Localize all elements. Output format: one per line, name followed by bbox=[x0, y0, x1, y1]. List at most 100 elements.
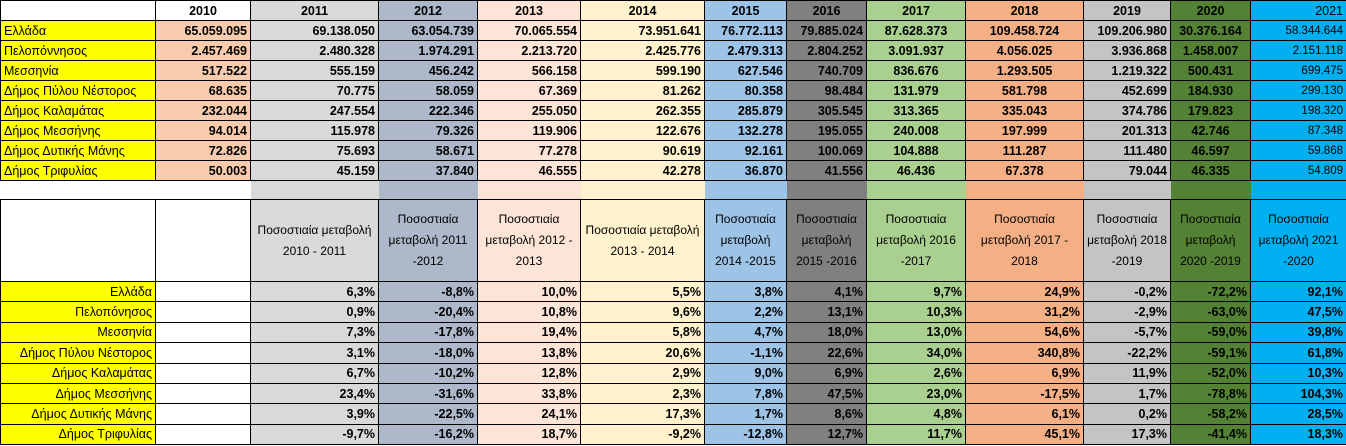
pct-cell-2013[interactable]: 13,8% bbox=[477, 342, 581, 364]
empty-cell[interactable] bbox=[155, 342, 251, 364]
value-cell-2015[interactable]: 132.278 bbox=[704, 120, 787, 141]
value-cell-2020[interactable]: 46.335 bbox=[1170, 160, 1251, 181]
year-header-2020[interactable]: 2020 bbox=[1170, 0, 1251, 21]
value-cell-2017[interactable]: 836.676 bbox=[866, 60, 966, 81]
empty-cell[interactable] bbox=[704, 180, 787, 200]
empty-cell[interactable] bbox=[155, 382, 251, 405]
value-cell-2011[interactable]: 45.159 bbox=[250, 160, 379, 181]
value-cell-2014[interactable]: 262.355 bbox=[580, 100, 705, 121]
pct-cell-2018[interactable]: 45,1% bbox=[965, 423, 1084, 446]
pct-cell-2012[interactable]: -18,0% bbox=[378, 342, 478, 364]
pct-cell-2014[interactable]: 2,3% bbox=[580, 382, 705, 405]
pct-cell-2016[interactable]: 12,7% bbox=[786, 423, 867, 446]
year-header-2010[interactable]: 2010 bbox=[155, 0, 251, 21]
value-cell-2018[interactable]: 111.287 bbox=[965, 140, 1084, 161]
value-cell-2021[interactable]: 299.130 bbox=[1250, 80, 1346, 101]
region-label[interactable]: Μεσσηνία bbox=[0, 321, 156, 344]
value-cell-2020[interactable]: 1.458.007 bbox=[1170, 40, 1251, 61]
region-label[interactable]: Δήμος Τριφυλίας bbox=[0, 423, 156, 446]
pct-cell-2021[interactable]: 10,3% bbox=[1250, 362, 1346, 384]
value-cell-2015[interactable]: 36.870 bbox=[704, 160, 787, 181]
pct-cell-2016[interactable]: 18,0% bbox=[786, 321, 867, 344]
empty-cell[interactable] bbox=[155, 301, 251, 323]
region-label[interactable]: Δήμος Μεσσήνης bbox=[0, 382, 156, 405]
empty-cell[interactable] bbox=[0, 199, 156, 282]
value-cell-2018[interactable]: 109.458.724 bbox=[965, 20, 1084, 41]
value-cell-2010[interactable]: 517.522 bbox=[155, 60, 251, 81]
value-cell-2014[interactable]: 90.619 bbox=[580, 140, 705, 161]
pct-cell-2017[interactable]: 23,0% bbox=[866, 382, 966, 405]
pct-cell-2017[interactable]: 11,7% bbox=[866, 423, 966, 446]
value-cell-2015[interactable]: 80.358 bbox=[704, 80, 787, 101]
pct-cell-2012[interactable]: -22,5% bbox=[378, 403, 478, 425]
value-cell-2017[interactable]: 46.436 bbox=[866, 160, 966, 181]
pct-cell-2020[interactable]: -59,1% bbox=[1170, 342, 1251, 364]
value-cell-2019[interactable]: 201.313 bbox=[1083, 120, 1171, 141]
value-cell-2010[interactable]: 50.003 bbox=[155, 160, 251, 181]
value-cell-2011[interactable]: 70.775 bbox=[250, 80, 379, 101]
pct-cell-2017[interactable]: 2,6% bbox=[866, 362, 966, 384]
value-cell-2016[interactable]: 79.885.024 bbox=[786, 20, 867, 41]
pct-cell-2016[interactable]: 6,9% bbox=[786, 362, 867, 384]
value-cell-2021[interactable]: 198.320 bbox=[1250, 100, 1346, 121]
pct-cell-2013[interactable]: 10,8% bbox=[477, 301, 581, 323]
value-cell-2012[interactable]: 1.974.291 bbox=[378, 40, 478, 61]
value-cell-2014[interactable]: 42.278 bbox=[580, 160, 705, 181]
pct-cell-2015[interactable]: 7,8% bbox=[704, 382, 787, 405]
pct-cell-2018[interactable]: 6,9% bbox=[965, 362, 1084, 384]
pct-cell-2014[interactable]: 17,3% bbox=[580, 403, 705, 425]
empty-cell[interactable] bbox=[786, 180, 867, 200]
pct-cell-2013[interactable]: 12,8% bbox=[477, 362, 581, 384]
pct-cell-2019[interactable]: 11,9% bbox=[1083, 362, 1171, 384]
pct-cell-2014[interactable]: -9,2% bbox=[580, 423, 705, 446]
empty-cell[interactable] bbox=[155, 321, 251, 344]
pct-cell-2017[interactable]: 13,0% bbox=[866, 321, 966, 344]
empty-cell[interactable] bbox=[0, 180, 156, 200]
year-header-2017[interactable]: 2017 bbox=[866, 0, 966, 21]
pct-cell-2011[interactable]: 7,3% bbox=[250, 321, 379, 344]
value-cell-2019[interactable]: 1.219.322 bbox=[1083, 60, 1171, 81]
value-cell-2014[interactable]: 122.676 bbox=[580, 120, 705, 141]
year-header-2011[interactable]: 2011 bbox=[250, 0, 379, 21]
region-label[interactable]: Δήμος Πύλου Νέστορος bbox=[0, 80, 156, 101]
value-cell-2019[interactable]: 452.699 bbox=[1083, 80, 1171, 101]
value-cell-2016[interactable]: 305.545 bbox=[786, 100, 867, 121]
empty-cell[interactable] bbox=[155, 180, 251, 200]
year-header-2021[interactable]: 2021 bbox=[1250, 0, 1346, 21]
region-label[interactable]: Δήμος Δυτικής Μάνης bbox=[0, 140, 156, 161]
year-header-2019[interactable]: 2019 bbox=[1083, 0, 1171, 21]
empty-cell[interactable] bbox=[866, 180, 966, 200]
pct-header-2011[interactable]: Ποσοστιαία μεταβολή 2010 - 2011 bbox=[250, 199, 379, 282]
pct-cell-2011[interactable]: 23,4% bbox=[250, 382, 379, 405]
pct-cell-2018[interactable]: 6,1% bbox=[965, 403, 1084, 425]
pct-cell-2015[interactable]: 9,0% bbox=[704, 362, 787, 384]
pct-cell-2014[interactable]: 5,8% bbox=[580, 321, 705, 344]
value-cell-2014[interactable]: 81.262 bbox=[580, 80, 705, 101]
region-label[interactable]: Ελλάδα bbox=[0, 280, 156, 303]
value-cell-2012[interactable]: 37.840 bbox=[378, 160, 478, 181]
pct-cell-2015[interactable]: 4,7% bbox=[704, 321, 787, 344]
value-cell-2012[interactable]: 58.059 bbox=[378, 80, 478, 101]
pct-cell-2011[interactable]: -9,7% bbox=[250, 423, 379, 446]
pct-cell-2016[interactable]: 47,5% bbox=[786, 382, 867, 405]
value-cell-2019[interactable]: 79.044 bbox=[1083, 160, 1171, 181]
pct-cell-2021[interactable]: 104,3% bbox=[1250, 382, 1346, 405]
year-header-2013[interactable]: 2013 bbox=[477, 0, 581, 21]
value-cell-2020[interactable]: 500.431 bbox=[1170, 60, 1251, 81]
pct-header-2019[interactable]: Ποσοστιαία μεταβολή 2018 -2019 bbox=[1083, 199, 1171, 282]
pct-cell-2015[interactable]: -12,8% bbox=[704, 423, 787, 446]
value-cell-2016[interactable]: 740.709 bbox=[786, 60, 867, 81]
year-header-2016[interactable]: 2016 bbox=[786, 0, 867, 21]
pct-cell-2012[interactable]: -20,4% bbox=[378, 301, 478, 323]
value-cell-2012[interactable]: 222.346 bbox=[378, 100, 478, 121]
pct-cell-2021[interactable]: 47,5% bbox=[1250, 301, 1346, 323]
value-cell-2020[interactable]: 184.930 bbox=[1170, 80, 1251, 101]
pct-cell-2020[interactable]: -52,0% bbox=[1170, 362, 1251, 384]
pct-header-2014[interactable]: Ποσοστιαία μεταβολή 2013 - 2014 bbox=[580, 199, 705, 282]
pct-cell-2016[interactable]: 8,6% bbox=[786, 403, 867, 425]
pct-cell-2016[interactable]: 22,6% bbox=[786, 342, 867, 364]
pct-cell-2017[interactable]: 34,0% bbox=[866, 342, 966, 364]
value-cell-2016[interactable]: 41.556 bbox=[786, 160, 867, 181]
empty-cell[interactable] bbox=[155, 362, 251, 384]
pct-header-2012[interactable]: Ποσοστιαία μεταβολή 2011 -2012 bbox=[378, 199, 478, 282]
